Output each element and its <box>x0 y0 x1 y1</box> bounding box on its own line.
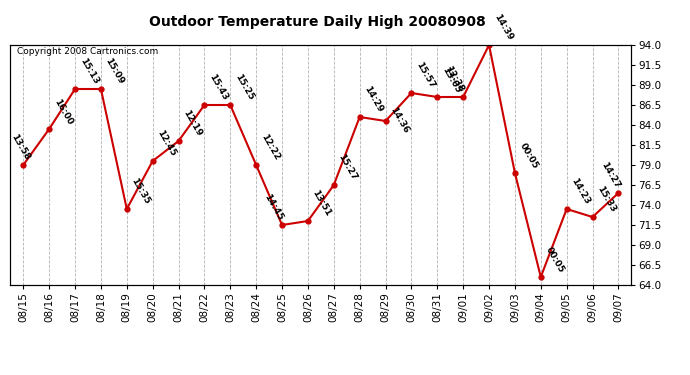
Text: 13:51: 13:51 <box>310 189 333 218</box>
Text: 12:45: 12:45 <box>155 129 177 158</box>
Text: 12:19: 12:19 <box>181 109 204 138</box>
Text: 14:45: 14:45 <box>263 193 285 222</box>
Text: 13:58: 13:58 <box>10 133 32 162</box>
Text: 14:29: 14:29 <box>362 85 384 114</box>
Text: 15:43: 15:43 <box>207 73 229 102</box>
Text: 14:36: 14:36 <box>388 105 411 135</box>
Text: 15:09: 15:09 <box>104 57 126 86</box>
Text: 12:22: 12:22 <box>259 133 281 162</box>
Text: 15:27: 15:27 <box>337 153 359 182</box>
Text: 16:00: 16:00 <box>52 97 74 126</box>
Text: 15:13: 15:13 <box>78 57 100 86</box>
Text: Outdoor Temperature Daily High 20080908: Outdoor Temperature Daily High 20080908 <box>149 15 486 29</box>
Text: 00:05: 00:05 <box>518 141 540 170</box>
Text: 14:23: 14:23 <box>569 177 591 206</box>
Text: 12:38: 12:38 <box>444 65 466 94</box>
Text: 14:27: 14:27 <box>599 161 621 190</box>
Text: 15:57: 15:57 <box>414 61 436 90</box>
Text: 00:05: 00:05 <box>544 245 566 274</box>
Text: 15:25: 15:25 <box>233 73 255 102</box>
Text: 15:33: 15:33 <box>595 185 618 214</box>
Text: 13:05: 13:05 <box>440 65 462 94</box>
Text: Copyright 2008 Cartronics.com: Copyright 2008 Cartronics.com <box>17 47 158 56</box>
Text: 15:35: 15:35 <box>130 177 152 206</box>
Text: 14:39: 14:39 <box>492 13 514 42</box>
